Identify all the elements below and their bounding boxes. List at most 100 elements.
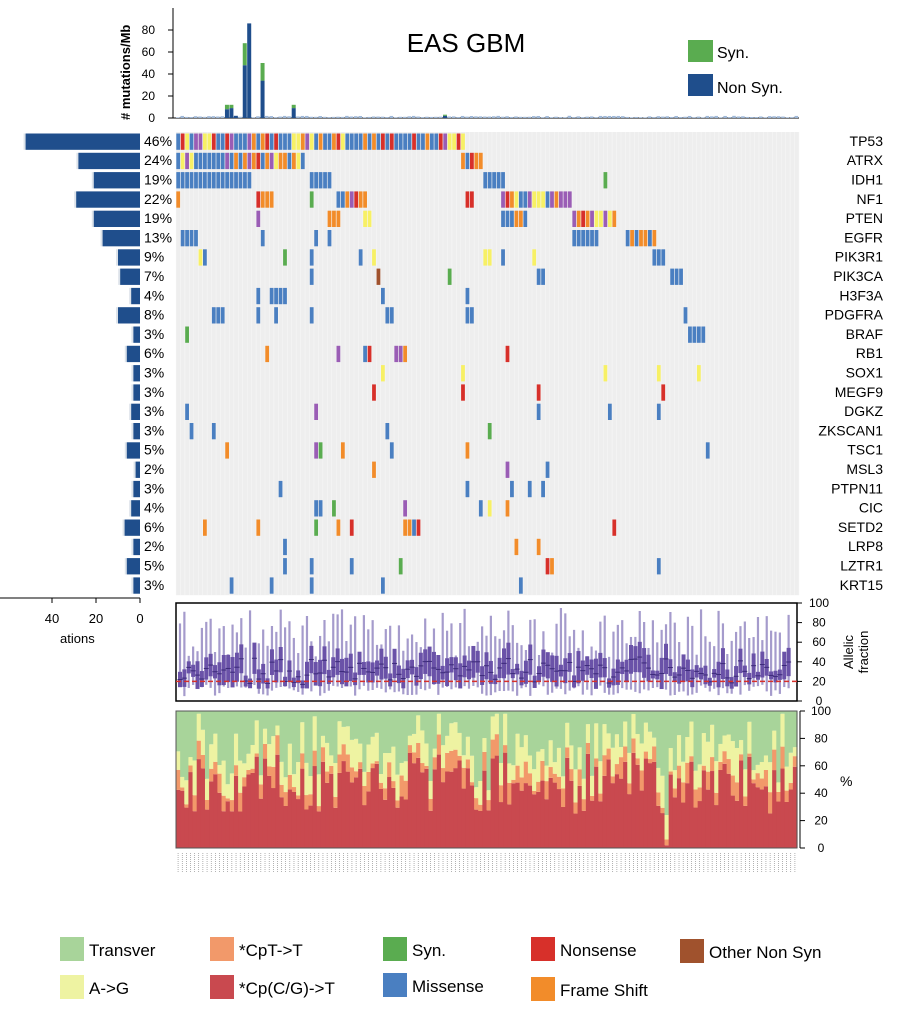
burden-bar-small xyxy=(336,116,340,118)
spectrum-segment xyxy=(635,764,641,848)
spectrum-segment xyxy=(486,800,492,811)
gene-count-bar xyxy=(133,480,140,498)
mutation-cell xyxy=(527,480,532,498)
spectrum-segment xyxy=(689,711,695,722)
mutation-cell xyxy=(456,133,461,150)
spectrum-segment xyxy=(627,794,632,848)
mutation-cell xyxy=(594,230,599,247)
spectrum-segment xyxy=(345,771,351,848)
gene-label: SOX1 xyxy=(846,364,884,380)
spectrum-segment xyxy=(416,711,421,716)
spectrum-segment xyxy=(676,711,682,736)
gene-percent: 19% xyxy=(144,210,172,226)
mutation-cell xyxy=(198,152,203,170)
spectrum-segment xyxy=(639,743,645,771)
legend-label: Other Non Syn xyxy=(709,943,821,962)
burden-bar-small xyxy=(549,117,554,118)
mutation-cell xyxy=(536,268,541,285)
spectrum-segment xyxy=(739,711,744,741)
spectrum-segment xyxy=(705,711,711,742)
spectrum-segment xyxy=(697,711,703,765)
spectrum-segment xyxy=(395,711,401,775)
spectrum-segment xyxy=(507,804,512,848)
mutation-cell xyxy=(470,152,474,170)
spectrum-segment xyxy=(217,765,223,774)
mutation-cell xyxy=(247,133,252,150)
spectrum-segment xyxy=(378,774,384,783)
mutation-cell xyxy=(470,307,474,324)
spectrum-segment xyxy=(585,711,591,725)
spectrum-segment xyxy=(370,736,376,764)
spectrum-segment xyxy=(229,711,235,774)
mutation-cell xyxy=(421,133,425,150)
spectrum-segment xyxy=(461,767,467,789)
spectrum-segment xyxy=(478,711,483,782)
mutation-cell xyxy=(434,133,439,150)
mutation-cell xyxy=(349,133,354,150)
burden-bar-small xyxy=(331,116,336,118)
burden-bar-small xyxy=(661,116,665,118)
gene-count-bar xyxy=(93,210,140,227)
spectrum-segment xyxy=(304,711,310,763)
spectrum-segment xyxy=(734,800,740,848)
spectrum-segment xyxy=(378,711,384,775)
spectrum-segment xyxy=(536,751,541,782)
spectrum-segment xyxy=(768,711,773,763)
spectrum-segment xyxy=(548,777,554,848)
spectrum-segment xyxy=(192,795,198,812)
mutation-cell xyxy=(407,519,412,536)
spectrum-segment xyxy=(643,711,649,723)
spectrum-segment xyxy=(440,711,446,746)
spectrum-segment xyxy=(349,767,355,783)
spectrum-segment xyxy=(209,781,214,848)
spectrum-segment xyxy=(250,768,256,773)
burden-bar-small xyxy=(238,116,242,118)
burden-bar-nonsyn xyxy=(260,80,265,118)
mutation-cell xyxy=(429,133,434,150)
spectrum-segment xyxy=(250,772,256,848)
burden-bar-small xyxy=(705,115,710,118)
spectrum-segment xyxy=(457,760,463,848)
spectrum-segment xyxy=(300,711,305,723)
burden-bar-small xyxy=(763,117,767,118)
spectrum-segment xyxy=(333,763,339,797)
spectrum-segment xyxy=(391,711,397,747)
mutation-cell xyxy=(652,230,657,247)
gene-label: LRP8 xyxy=(848,538,883,554)
spectrum-segment xyxy=(238,811,243,848)
mutation-cell xyxy=(594,210,599,227)
legend-label: Syn. xyxy=(412,941,446,960)
mutation-cell xyxy=(176,152,181,170)
mutation-cell xyxy=(505,345,510,363)
spectrum-segment xyxy=(474,809,479,848)
spectrum-segment xyxy=(478,804,483,811)
spectrum-segment xyxy=(763,769,769,787)
spectrum-segment xyxy=(362,711,368,772)
spectrum-segment xyxy=(387,762,392,778)
spectrum-segment xyxy=(676,765,682,779)
spectrum-segment xyxy=(631,738,637,753)
spectrum-segment xyxy=(490,758,496,848)
spectrum-segment xyxy=(618,747,624,758)
burden-bar-small xyxy=(572,117,576,118)
spectrum-segment xyxy=(780,713,786,747)
count-tick-label: 0 xyxy=(136,611,143,626)
spectrum-segment xyxy=(407,711,413,736)
spectrum-segment xyxy=(204,778,210,800)
mutation-cell xyxy=(247,172,252,189)
mutation-cell xyxy=(300,152,305,170)
spectrum-segment xyxy=(316,711,322,775)
mutation-cell xyxy=(300,133,305,150)
spectrum-segment xyxy=(204,809,210,848)
legend-swatch xyxy=(531,937,555,961)
spectrum-segment xyxy=(672,770,678,789)
spectrum-segment xyxy=(602,724,608,756)
mutation-cell xyxy=(340,191,345,208)
burden-bar-small xyxy=(447,116,452,118)
spectrum-segment xyxy=(374,732,380,762)
spectrum-segment xyxy=(188,711,194,758)
mutation-cell xyxy=(323,172,327,189)
spectrum-segment xyxy=(366,791,372,848)
spectrum-segment xyxy=(590,775,595,796)
burden-tick-label: 20 xyxy=(142,89,156,103)
